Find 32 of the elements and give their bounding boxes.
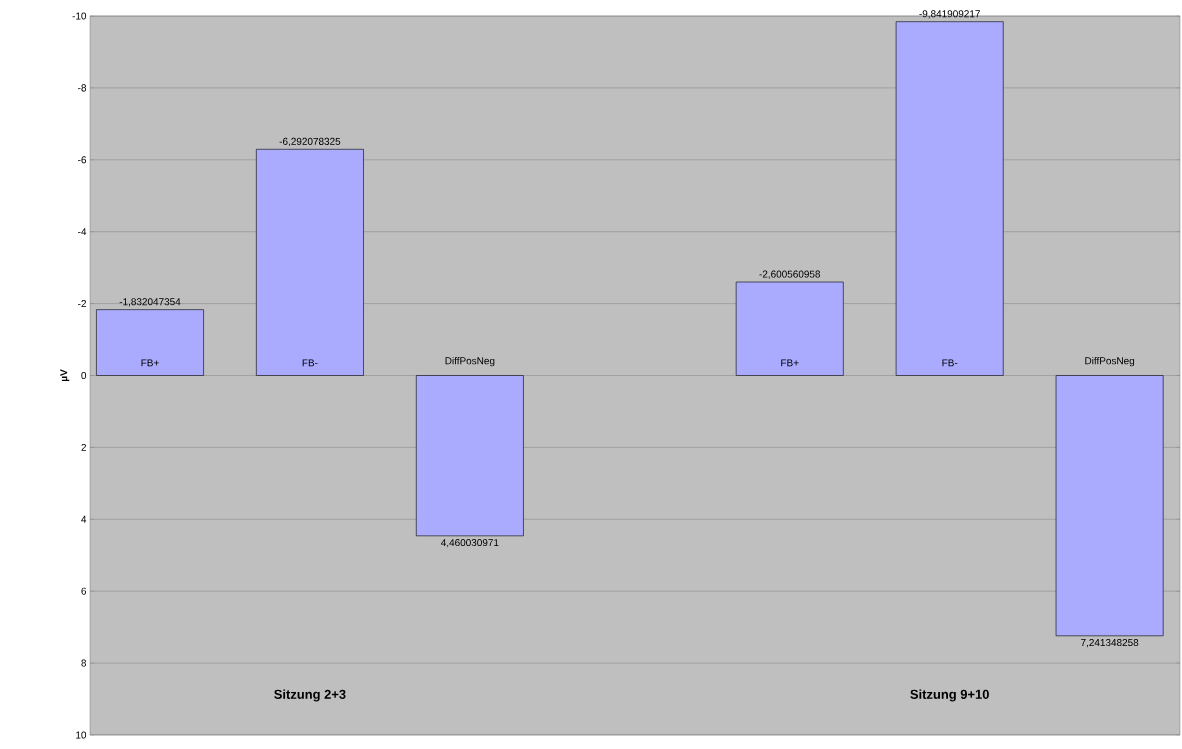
x-tick-label: DiffPosNeg — [1085, 357, 1135, 367]
data-label: -6,292078325 — [279, 137, 341, 147]
x-tick-label: DiffPosNeg — [445, 357, 495, 367]
y-tick-label: 6 — [81, 587, 87, 595]
data-label: 4,460030971 — [441, 539, 499, 548]
data-label: -2,600560958 — [759, 270, 821, 279]
y-tick-label: -4 — [78, 228, 87, 236]
bar — [735, 281, 844, 376]
data-label: -9,841909217 — [919, 10, 980, 19]
y-tick-label: 4 — [81, 515, 87, 523]
annotation: Sitzung 2+3 — [274, 689, 346, 702]
bar — [96, 309, 204, 376]
bar — [415, 375, 524, 537]
y-tick-label: -10 — [72, 12, 87, 20]
x-tick-label: FB+ — [781, 359, 799, 367]
bar — [895, 21, 1004, 376]
bar — [1055, 375, 1164, 637]
y-tick-label: 0 — [81, 371, 87, 380]
bar — [256, 148, 364, 376]
y-tick-label: 2 — [81, 443, 86, 451]
x-tick-label: FB- — [302, 359, 318, 367]
x-tick-label: FB- — [942, 359, 958, 367]
y-tick-label: 10 — [76, 731, 87, 739]
y-tick-label: -6 — [78, 156, 87, 164]
y-axis-title: µV — [60, 369, 70, 382]
data-label: 7,241348258 — [1081, 639, 1139, 648]
x-tick-label: FB+ — [141, 359, 159, 367]
y-tick-label: 8 — [81, 659, 87, 667]
y-tick-label: -2 — [78, 300, 86, 308]
data-label: -1,832047354 — [119, 298, 181, 307]
y-tick-label: -8 — [78, 84, 87, 92]
annotation: Sitzung 9+10 — [910, 689, 989, 702]
